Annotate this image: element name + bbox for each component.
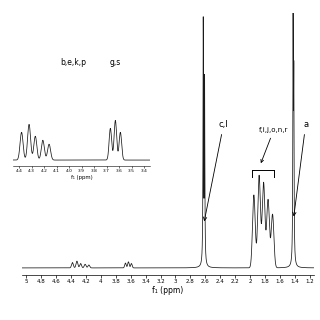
X-axis label: f₁ (ppm): f₁ (ppm) [152, 286, 184, 295]
Text: g,s: g,s [110, 58, 121, 67]
X-axis label: f₁ (ppm): f₁ (ppm) [71, 175, 92, 180]
Text: c,l: c,l [204, 120, 228, 220]
Text: f,i,j,o,n,r: f,i,j,o,n,r [259, 127, 288, 163]
Text: b,e,k,p: b,e,k,p [60, 58, 86, 67]
Text: a: a [293, 120, 308, 216]
